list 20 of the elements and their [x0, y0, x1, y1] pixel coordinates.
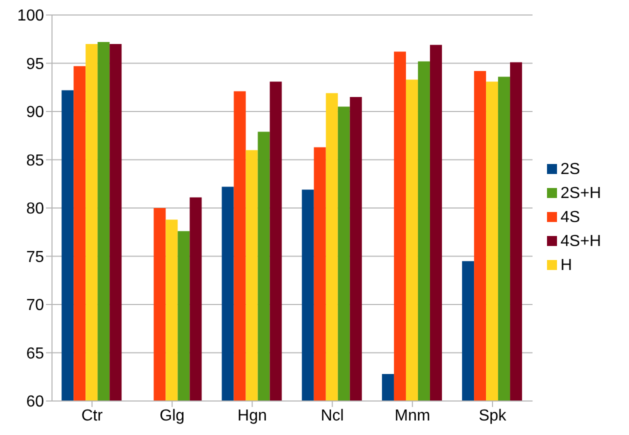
- legend-label: H: [560, 256, 572, 274]
- y-tick-label: 100: [17, 8, 44, 25]
- x-tick-label: Glg: [160, 407, 185, 424]
- y-tick-label: 95: [26, 56, 44, 73]
- legend-label: 4S: [560, 208, 580, 226]
- legend-label: 2S: [560, 160, 580, 178]
- y-tick-label: 65: [26, 345, 44, 362]
- y-tick-label: 80: [26, 200, 44, 218]
- x-tick-label: Ncl: [320, 407, 344, 424]
- x-tick-label: Hgn: [238, 407, 267, 424]
- legend-label: 2S+H: [560, 184, 601, 202]
- y-tick-label: 70: [26, 297, 44, 314]
- x-tick-label: Ctr: [81, 407, 104, 424]
- y-tick-label: 75: [26, 248, 44, 266]
- y-tick-label: 85: [26, 152, 44, 170]
- y-tick-label: 60: [26, 394, 44, 411]
- x-tick-label: Mnm: [394, 407, 430, 424]
- legend-label: 4S+H: [560, 232, 601, 250]
- y-tick-label: 90: [26, 104, 44, 122]
- x-tick-label: Spk: [478, 407, 508, 424]
